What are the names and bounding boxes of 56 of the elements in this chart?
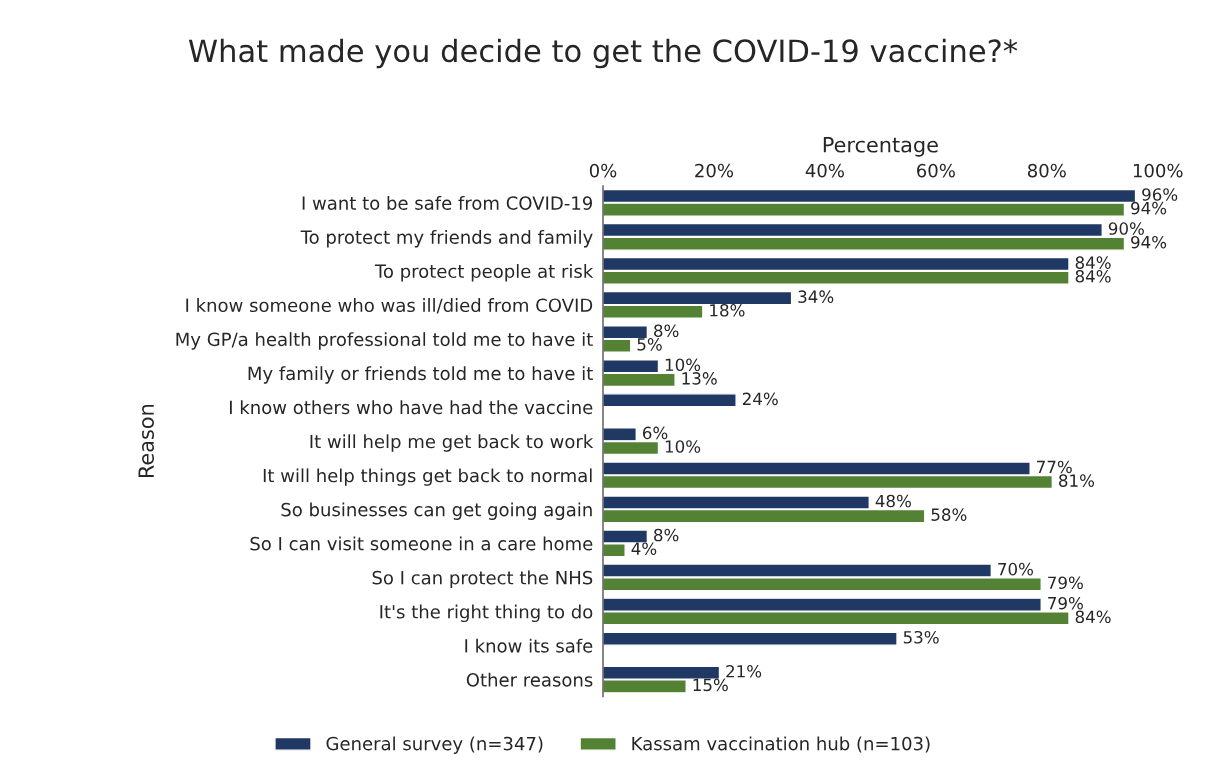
data-label: 5% — [637, 338, 662, 351]
y-tick-label: So businesses can get going again — [281, 502, 592, 520]
y-tick-label: To protect people at risk — [374, 264, 594, 282]
data-label: 94% — [1131, 201, 1167, 215]
y-tick-label: My family or friends told me to have it — [248, 366, 593, 384]
x-tick-label: 20% — [695, 163, 734, 178]
data-label: 4% — [631, 542, 657, 555]
y-tick-label: I know its safe — [465, 638, 593, 653]
data-label: 96% — [1142, 188, 1178, 201]
y-tick-label: I know others who have had the vaccine — [230, 400, 593, 415]
data-label: 90% — [1108, 222, 1144, 235]
y-tick-label: I know someone who was ill/died from COVID — [186, 298, 593, 314]
y-tick-label: It will help me get back to work — [310, 434, 594, 452]
data-label: 58% — [931, 508, 967, 521]
data-label: 6% — [643, 426, 668, 440]
data-label: 24% — [742, 392, 778, 406]
y-tick-label: So I can visit someone in a care home — [250, 536, 593, 551]
x-tick-label: 40% — [805, 163, 844, 178]
data-label: 15% — [693, 678, 728, 692]
y-tick-label: It's the right thing to do — [380, 604, 593, 623]
data-label: 13% — [682, 372, 717, 385]
y-tick-label: Other reasons — [466, 672, 593, 687]
x-tick-label: 0% — [589, 163, 617, 178]
data-label: 53% — [903, 630, 939, 644]
data-label: 48% — [875, 494, 911, 508]
y-tick-label: To protect my friends and family — [300, 229, 593, 248]
data-label: 77% — [1037, 460, 1072, 474]
data-label: 70% — [998, 562, 1033, 576]
bar — [603, 631, 898, 646]
data-label: 94% — [1131, 235, 1167, 249]
data-label: 10% — [665, 358, 701, 372]
data-label: 21% — [726, 664, 762, 678]
data-label: 10% — [665, 440, 701, 453]
y-tick-label: I want to be safe from COVID-19 — [302, 195, 593, 210]
y-tick-label: My GP/a health professional told me to have it — [176, 332, 593, 350]
chart-title: What made you decide to get the COVID-19 vaccine?* — [188, 38, 1018, 69]
data-label: 79% — [1048, 596, 1083, 610]
data-label: 34% — [798, 290, 834, 303]
x-tick-label: 100% — [1133, 163, 1183, 178]
data-label: 84% — [1075, 269, 1111, 283]
x-tick-label: 60% — [917, 163, 955, 178]
y-axis-title: Reason — [138, 404, 155, 478]
bar — [603, 393, 737, 408]
y-tick-label: It will help things get back to normal — [263, 468, 592, 486]
data-label: 79% — [1048, 576, 1083, 590]
data-label: 84% — [1075, 256, 1111, 269]
y-tick-label: So I can protect the NHS — [372, 570, 593, 589]
x-tick-label: 80% — [1027, 163, 1066, 178]
x-axis-title: Percentage — [823, 137, 938, 157]
data-label: 8% — [654, 324, 679, 338]
data-label: 8% — [654, 528, 679, 542]
legend-label: Kassam vaccination hub (n=103) — [632, 736, 930, 753]
data-label: 81% — [1059, 474, 1095, 487]
data-label: 84% — [1075, 610, 1111, 624]
legend-label: General survey (n=347) — [326, 736, 543, 754]
data-label: 18% — [710, 304, 745, 317]
